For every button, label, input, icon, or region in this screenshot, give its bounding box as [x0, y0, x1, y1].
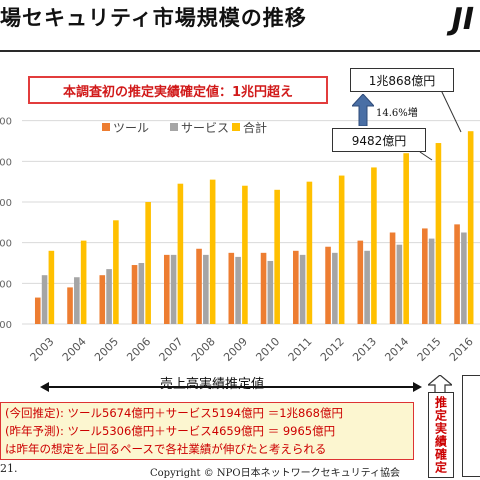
bar	[177, 183, 184, 324]
x-tick-label: 2013	[350, 335, 379, 364]
bar	[67, 287, 73, 324]
axis-caption: 売上高実績推定値	[160, 377, 265, 392]
estimate-line-current: (今回推定): ツール5674億円＋サービス5194億円 ＝1兆868億円	[5, 406, 343, 420]
estimate-line-comment: は昨年の想定を上回るペースで各社業績が伸びたと考えられる	[5, 442, 327, 456]
vertical-label-box: 推定実績確定	[428, 392, 454, 478]
up-arrow-icon	[428, 375, 452, 393]
bar	[34, 297, 41, 324]
bar	[428, 238, 435, 324]
bar	[396, 244, 403, 324]
x-tick-label: 2012	[318, 335, 347, 364]
y-tick-label: 000	[0, 198, 12, 209]
legend: ツール サービス 合計	[102, 120, 267, 135]
bar	[235, 256, 241, 324]
right-edge-box	[462, 375, 480, 477]
bar	[371, 167, 377, 324]
bar	[242, 185, 248, 324]
x-tick-label: 2005	[92, 335, 121, 364]
legend-label: サービス	[181, 121, 229, 135]
x-tick-label: 2010	[253, 335, 282, 364]
bar	[113, 220, 119, 324]
bar	[454, 224, 460, 324]
growth-arrow-icon	[352, 94, 374, 126]
bar	[299, 254, 306, 324]
x-tick-label: 2007	[157, 335, 186, 364]
bar	[467, 131, 474, 324]
x-tick-label: 2016	[447, 335, 476, 364]
bar	[131, 265, 138, 324]
y-tick-label: 000	[0, 157, 12, 168]
bar	[138, 263, 145, 324]
title-divider	[0, 50, 480, 52]
bar	[338, 175, 345, 324]
bar	[203, 254, 209, 324]
callout-2017: 1兆868億円	[350, 68, 454, 92]
pointer-line-2016	[419, 151, 433, 161]
x-tick-label: 2015	[415, 335, 444, 364]
y-tick-label: 000	[0, 239, 12, 250]
bar	[435, 143, 442, 324]
bar	[389, 232, 396, 324]
footer-copyright: Copyright © NPO日本ネットワークセキュリティ協会	[150, 468, 400, 479]
headline-box: 本調査初の推定実績確定値：1兆円超え	[28, 76, 328, 104]
bar	[170, 254, 177, 324]
bar	[364, 250, 370, 324]
page-title: 場セキュリティ市場規模の推移	[0, 6, 307, 30]
footer-page-number: 21.	[0, 462, 18, 475]
x-tick-label: 2008	[189, 335, 218, 364]
bar	[267, 260, 274, 324]
x-tick-label: 2003	[28, 335, 57, 364]
bar	[274, 189, 280, 324]
legend-swatch	[170, 123, 178, 131]
bar	[196, 248, 202, 324]
y-tick-label: 000	[0, 279, 12, 290]
bar	[325, 246, 331, 324]
callout-2016: 9482億円	[332, 128, 426, 152]
x-tick-label: 2006	[124, 335, 153, 364]
x-tick-label: 2014	[382, 335, 411, 364]
estimate-line-previous: (昨年予測): ツール5306億円＋サービス4659億円 ＝ 9965億円	[5, 424, 336, 438]
bar	[422, 228, 428, 324]
bar	[403, 153, 409, 324]
y-tick-label: 000	[0, 320, 12, 331]
legend-swatch	[102, 123, 110, 131]
bar	[357, 240, 364, 324]
legend-label: 合計	[243, 120, 267, 135]
bars	[34, 131, 474, 324]
bar	[461, 232, 467, 324]
chart: 0000000000000000002003200420052006200720…	[0, 89, 480, 364]
bar	[306, 181, 313, 324]
brand-logo: JI	[451, 2, 474, 37]
bar	[106, 269, 112, 324]
bar	[145, 202, 151, 324]
x-tick-label: 2009	[221, 335, 250, 364]
pointer-line-2017	[440, 89, 462, 133]
bar	[163, 254, 170, 324]
legend-swatch	[232, 123, 240, 131]
double-arrow-icon	[40, 382, 422, 392]
bar	[332, 252, 338, 324]
x-tick-label: 2004	[60, 335, 89, 364]
bar	[80, 240, 87, 324]
growth-label: 14.6%増	[376, 108, 418, 119]
bar	[293, 250, 299, 324]
bar	[260, 252, 267, 324]
bar	[74, 277, 80, 324]
legend-label: ツール	[113, 121, 149, 135]
bar	[99, 275, 106, 324]
bar	[41, 275, 48, 324]
bar	[209, 179, 216, 324]
x-tick-label: 2011	[286, 335, 315, 364]
bar	[228, 252, 235, 324]
bar	[48, 250, 55, 324]
y-tick-label: 000	[0, 117, 12, 128]
estimate-box: (今回推定): ツール5674億円＋サービス5194億円 ＝1兆868億円 (昨…	[0, 402, 414, 460]
